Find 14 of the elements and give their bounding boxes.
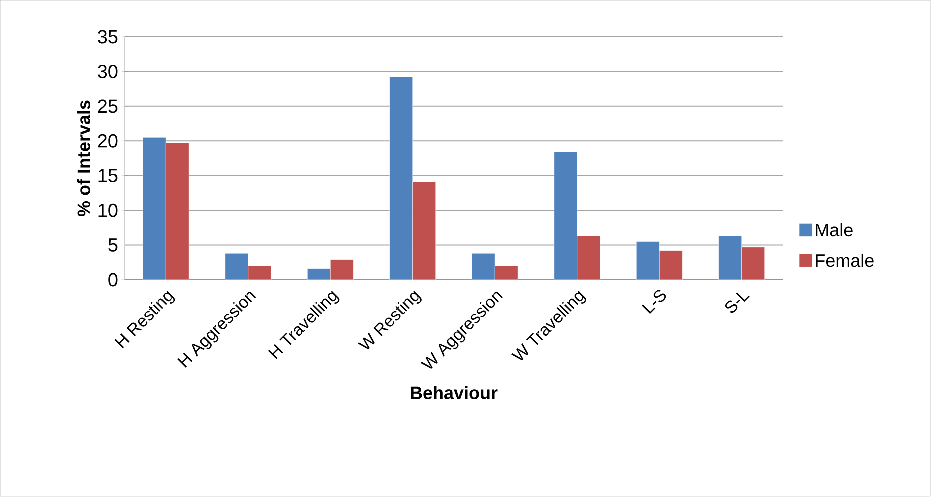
y-tick-label: 15: [98, 169, 118, 182]
x-tick-label: S-L: [725, 292, 750, 314]
legend-label: Female: [816, 254, 874, 268]
y-tick-label: 30: [98, 64, 118, 78]
x-tick-label: L-S: [642, 290, 666, 314]
y-tick-label: 10: [98, 204, 118, 218]
y-tick-label: 0: [108, 273, 118, 287]
x-axis-title: Behaviour: [411, 386, 498, 400]
y-tick-label: 20: [98, 134, 118, 148]
y-axis-title: % of Intervals: [77, 100, 90, 217]
y-tick-label: 25: [98, 100, 118, 114]
legend-label: Male: [816, 223, 853, 237]
y-tick-label: 35: [98, 30, 118, 44]
y-tick-label: 5: [108, 238, 118, 252]
